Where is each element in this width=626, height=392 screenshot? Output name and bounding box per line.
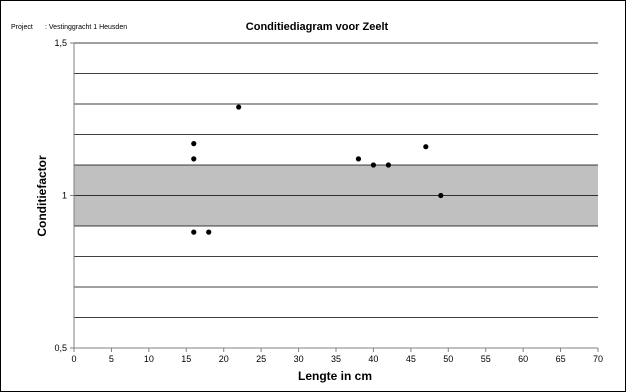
tick-labels: 0 5 10 15 20 25 30 35 40 45 50 55 60 65 70 0,5 1 1,5 [54,38,603,364]
y-tick-label: 0,5 [54,343,67,353]
data-point [355,156,362,162]
x-tick-label: 30 [294,354,304,364]
gridlines [74,42,598,318]
data-point [370,162,377,168]
x-tick-label: 5 [109,354,114,364]
x-tick-label: 45 [406,354,416,364]
data-point [191,156,197,162]
data-point [236,104,242,110]
data-point [438,192,444,199]
x-tick-label: 55 [481,354,491,364]
y-axis-label: Conditiefactor [35,155,49,237]
x-tick-label: 50 [443,354,453,364]
x-tick-label: 65 [556,354,566,364]
data-point [191,141,197,147]
x-tick-label: 35 [331,354,341,364]
chart-title: Conditiediagram voor Zeelt [246,21,389,33]
data-points [191,104,444,235]
x-tick-label: 60 [518,354,528,364]
x-tick-label: 0 [71,354,76,364]
x-tick-label: 20 [219,354,229,364]
axes [70,42,599,352]
data-point [191,229,197,235]
data-point [423,144,429,150]
x-tick-label: 40 [368,354,378,364]
y-tick-label: 1 [62,191,67,201]
y-tick-label: 1,5 [54,38,67,48]
data-point [385,162,391,168]
x-tick-label: 25 [256,354,266,364]
x-tick-label: 10 [144,354,154,364]
x-axis-label: Lengte in cm [298,369,372,383]
x-tick-label: 70 [593,354,603,364]
project-label: Project [11,24,33,31]
x-tick-label: 15 [181,354,191,364]
data-point [206,229,212,235]
project-value: : Vestinggracht 1 Heusden [45,24,127,31]
